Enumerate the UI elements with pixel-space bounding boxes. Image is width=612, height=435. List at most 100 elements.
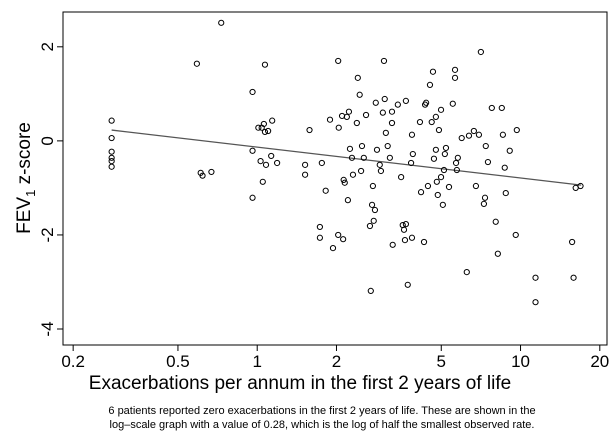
- point: [532, 299, 539, 306]
- point: [470, 127, 477, 135]
- point: [384, 142, 391, 150]
- fit-line: [111, 129, 582, 186]
- point: [458, 134, 465, 142]
- point: [108, 117, 115, 124]
- point: [453, 166, 460, 174]
- point: [353, 119, 360, 127]
- point: [340, 236, 347, 243]
- point: [394, 101, 401, 108]
- point: [532, 274, 539, 281]
- point: [501, 164, 508, 171]
- point: [570, 274, 577, 281]
- y-tick-label: 2: [38, 42, 57, 51]
- x-tick-label: 10: [511, 352, 530, 371]
- point: [498, 104, 505, 112]
- point: [367, 287, 374, 295]
- point: [440, 166, 448, 174]
- point: [512, 231, 519, 239]
- point: [261, 61, 269, 68]
- point: [379, 109, 386, 116]
- point: [348, 154, 356, 161]
- point: [368, 201, 376, 208]
- point: [369, 182, 376, 190]
- x-axis-label: Exacerbations per annum in the first 2 y…: [89, 373, 511, 394]
- point: [481, 194, 489, 201]
- point: [366, 222, 374, 230]
- point: [437, 106, 445, 113]
- point: [344, 197, 351, 204]
- point: [208, 168, 215, 176]
- point: [408, 234, 416, 241]
- caption-line: log–scale graph with a value of 0.28, wh…: [110, 419, 535, 431]
- point: [262, 161, 270, 168]
- point: [259, 178, 266, 185]
- point: [424, 182, 432, 190]
- point: [492, 218, 499, 225]
- point: [402, 221, 409, 228]
- point: [451, 66, 459, 73]
- point: [423, 99, 430, 106]
- point: [343, 113, 350, 120]
- point: [338, 112, 346, 120]
- point: [335, 124, 342, 131]
- point: [108, 148, 115, 155]
- point: [380, 57, 388, 65]
- point: [502, 189, 509, 197]
- point: [318, 159, 325, 167]
- point: [301, 161, 309, 168]
- point: [513, 126, 520, 134]
- point: [260, 120, 267, 128]
- point: [433, 178, 440, 185]
- point: [401, 237, 409, 244]
- point: [193, 60, 200, 67]
- y-label-rest: z-score: [14, 122, 35, 190]
- x-tick-label: 0.2: [61, 352, 85, 371]
- point: [454, 154, 461, 161]
- point: [569, 238, 576, 246]
- y-tick-label: -4: [38, 321, 57, 336]
- point: [249, 88, 256, 96]
- point: [435, 126, 443, 134]
- point: [354, 74, 361, 81]
- point: [108, 157, 115, 165]
- point: [494, 250, 501, 257]
- point: [329, 245, 337, 252]
- point: [426, 81, 434, 89]
- point: [108, 154, 115, 161]
- y-tick-label: -2: [38, 227, 57, 242]
- point: [499, 131, 506, 138]
- point: [409, 150, 416, 158]
- point: [389, 241, 396, 248]
- point: [218, 19, 225, 26]
- point: [472, 182, 480, 190]
- point: [316, 223, 323, 231]
- point: [357, 167, 365, 175]
- point: [362, 111, 370, 119]
- point: [408, 131, 416, 138]
- point: [108, 163, 115, 170]
- point: [452, 159, 460, 167]
- point: [322, 187, 329, 194]
- point: [400, 226, 408, 233]
- point: [340, 176, 347, 184]
- point: [432, 146, 439, 153]
- point: [429, 68, 437, 75]
- point: [335, 57, 342, 65]
- x-tick-label: 2: [332, 352, 341, 371]
- point: [376, 161, 383, 168]
- point: [475, 131, 483, 138]
- point: [388, 108, 396, 115]
- point: [488, 104, 495, 112]
- point: [360, 154, 367, 161]
- point: [306, 126, 313, 134]
- point: [484, 158, 492, 166]
- caption-line: 6 patients reported zero exacerbations i…: [108, 405, 535, 417]
- point: [388, 119, 396, 127]
- y-label-main: FEV: [14, 197, 35, 234]
- point: [386, 154, 393, 161]
- point: [381, 95, 388, 103]
- point: [377, 167, 385, 175]
- point: [480, 200, 488, 207]
